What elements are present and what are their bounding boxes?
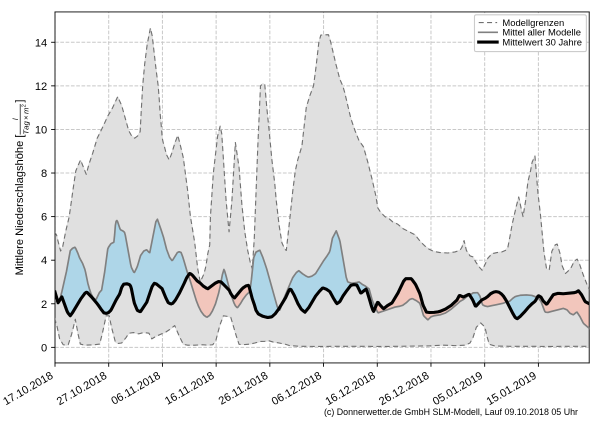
- svg-text:Modellgrenzen: Modellgrenzen: [502, 18, 564, 29]
- svg-text:Mittel aller Modelle: Mittel aller Modelle: [502, 28, 581, 39]
- svg-text:(c) Donnerwetter.de GmbH SLM-M: (c) Donnerwetter.de GmbH SLM-Modell, Lau…: [324, 407, 578, 417]
- svg-text:14: 14: [35, 37, 47, 49]
- svg-text:10: 10: [35, 124, 47, 136]
- svg-text:Mittelwert 30 Jahre: Mittelwert 30 Jahre: [502, 37, 582, 48]
- svg-text:12: 12: [35, 81, 47, 93]
- svg-text:6: 6: [41, 212, 47, 224]
- svg-text:M i t t: M i t t l e r e N i e d e r s c h l a g …: [2, 95, 32, 276]
- svg-text:4: 4: [41, 255, 47, 267]
- svg-text:8: 8: [41, 168, 47, 180]
- svg-text:0: 0: [41, 342, 47, 354]
- svg-text:2: 2: [41, 299, 47, 311]
